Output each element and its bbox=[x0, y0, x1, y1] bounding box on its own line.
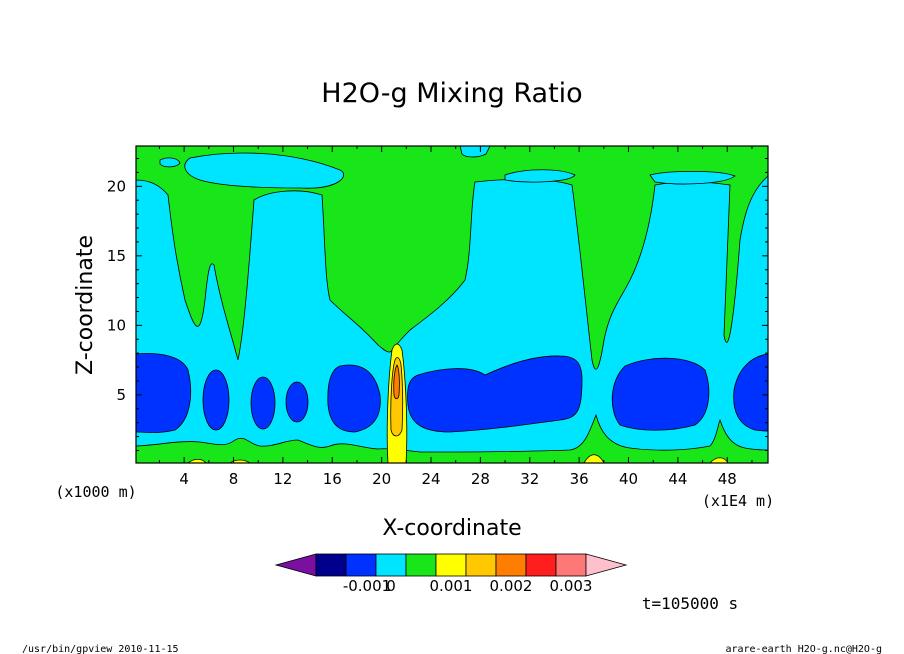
x-tick-label: 36 bbox=[570, 470, 589, 488]
colorbar-tick-label: -0.001 bbox=[343, 577, 391, 595]
x-tick-label: 32 bbox=[520, 470, 539, 488]
field-blue-core-3 bbox=[250, 376, 276, 430]
x-tick-label: 12 bbox=[273, 470, 292, 488]
colorbar bbox=[274, 553, 628, 577]
x-tick-label: 28 bbox=[471, 470, 490, 488]
field-cyan-wisp-far-right bbox=[649, 170, 736, 185]
colorbar-tick-label: 0.001 bbox=[430, 577, 473, 595]
colorbar-cell bbox=[345, 553, 377, 577]
chart-title: H2O-g Mixing Ratio bbox=[321, 78, 582, 109]
field-plume-dark bbox=[393, 364, 400, 400]
field-blue-core-1 bbox=[136, 353, 192, 433]
colorbar-cell bbox=[375, 553, 407, 577]
field-blue-core-6 bbox=[407, 355, 583, 433]
colorbar-left-arrow bbox=[274, 553, 317, 577]
x-tick-label: 8 bbox=[229, 470, 239, 488]
x-axis-label: X-coordinate bbox=[382, 516, 521, 541]
y-tick-group: 5 10 15 20 bbox=[107, 158, 768, 451]
field-cyan-wisp-left bbox=[159, 157, 181, 168]
colorbar-tick-label: 0 bbox=[386, 577, 396, 595]
contour-field bbox=[136, 146, 768, 463]
field-cyan-wisp-top bbox=[459, 146, 491, 158]
field-blue-core-5 bbox=[327, 364, 381, 433]
field-blue-core-7 bbox=[611, 357, 710, 431]
y-axis-label: Z-coordinate bbox=[73, 235, 98, 375]
field-blue-core-2 bbox=[202, 369, 230, 431]
footer-right: arare-earth_H2O-g.nc@H2O-g bbox=[725, 644, 882, 654]
colorbar-cell bbox=[405, 553, 437, 577]
plot-frame bbox=[135, 145, 769, 464]
y-tick-label: 15 bbox=[107, 247, 126, 265]
x-tick-label: 4 bbox=[179, 470, 189, 488]
colorbar-cell bbox=[495, 553, 527, 577]
x-axis-unit: (x1E4 m) bbox=[702, 492, 774, 510]
field-green-lower bbox=[136, 413, 768, 463]
colorbar-cell bbox=[525, 553, 557, 577]
colorbar-cell bbox=[435, 553, 467, 577]
field-cyan-wisp-upper bbox=[184, 152, 344, 189]
x-tick-label: 24 bbox=[421, 470, 440, 488]
colorbar-tick-label: 0.002 bbox=[490, 577, 533, 595]
colorbar-right-arrow bbox=[585, 553, 628, 577]
footer-left: /usr/bin/gpview 2010-11-15 bbox=[22, 644, 179, 654]
x-tick-label: 44 bbox=[668, 470, 687, 488]
field-blue-core-4 bbox=[285, 381, 309, 423]
x-tick-label: 48 bbox=[718, 470, 737, 488]
x-tick-label: 40 bbox=[619, 470, 638, 488]
y-tick-label: 5 bbox=[116, 386, 126, 404]
colorbar-cell bbox=[315, 553, 347, 577]
y-axis-unit: (x1000 m) bbox=[55, 483, 136, 501]
y-tick-label: 10 bbox=[107, 316, 126, 334]
x-tick-group: 4 8 12 16 20 24 28 32 36 40 44 48 bbox=[158, 146, 753, 488]
x-tick-label: 20 bbox=[372, 470, 391, 488]
field-blue-core-8 bbox=[733, 353, 768, 432]
y-tick-label: 20 bbox=[107, 177, 126, 195]
field-yellow-bottom bbox=[187, 454, 729, 463]
field-cyan-wisp-right bbox=[504, 169, 576, 183]
colorbar-cell bbox=[555, 553, 587, 577]
x-tick-label: 16 bbox=[323, 470, 342, 488]
timestamp: t=105000 s bbox=[642, 594, 738, 613]
colorbar-cell bbox=[465, 553, 497, 577]
colorbar-tick-label: 0.003 bbox=[550, 577, 593, 595]
